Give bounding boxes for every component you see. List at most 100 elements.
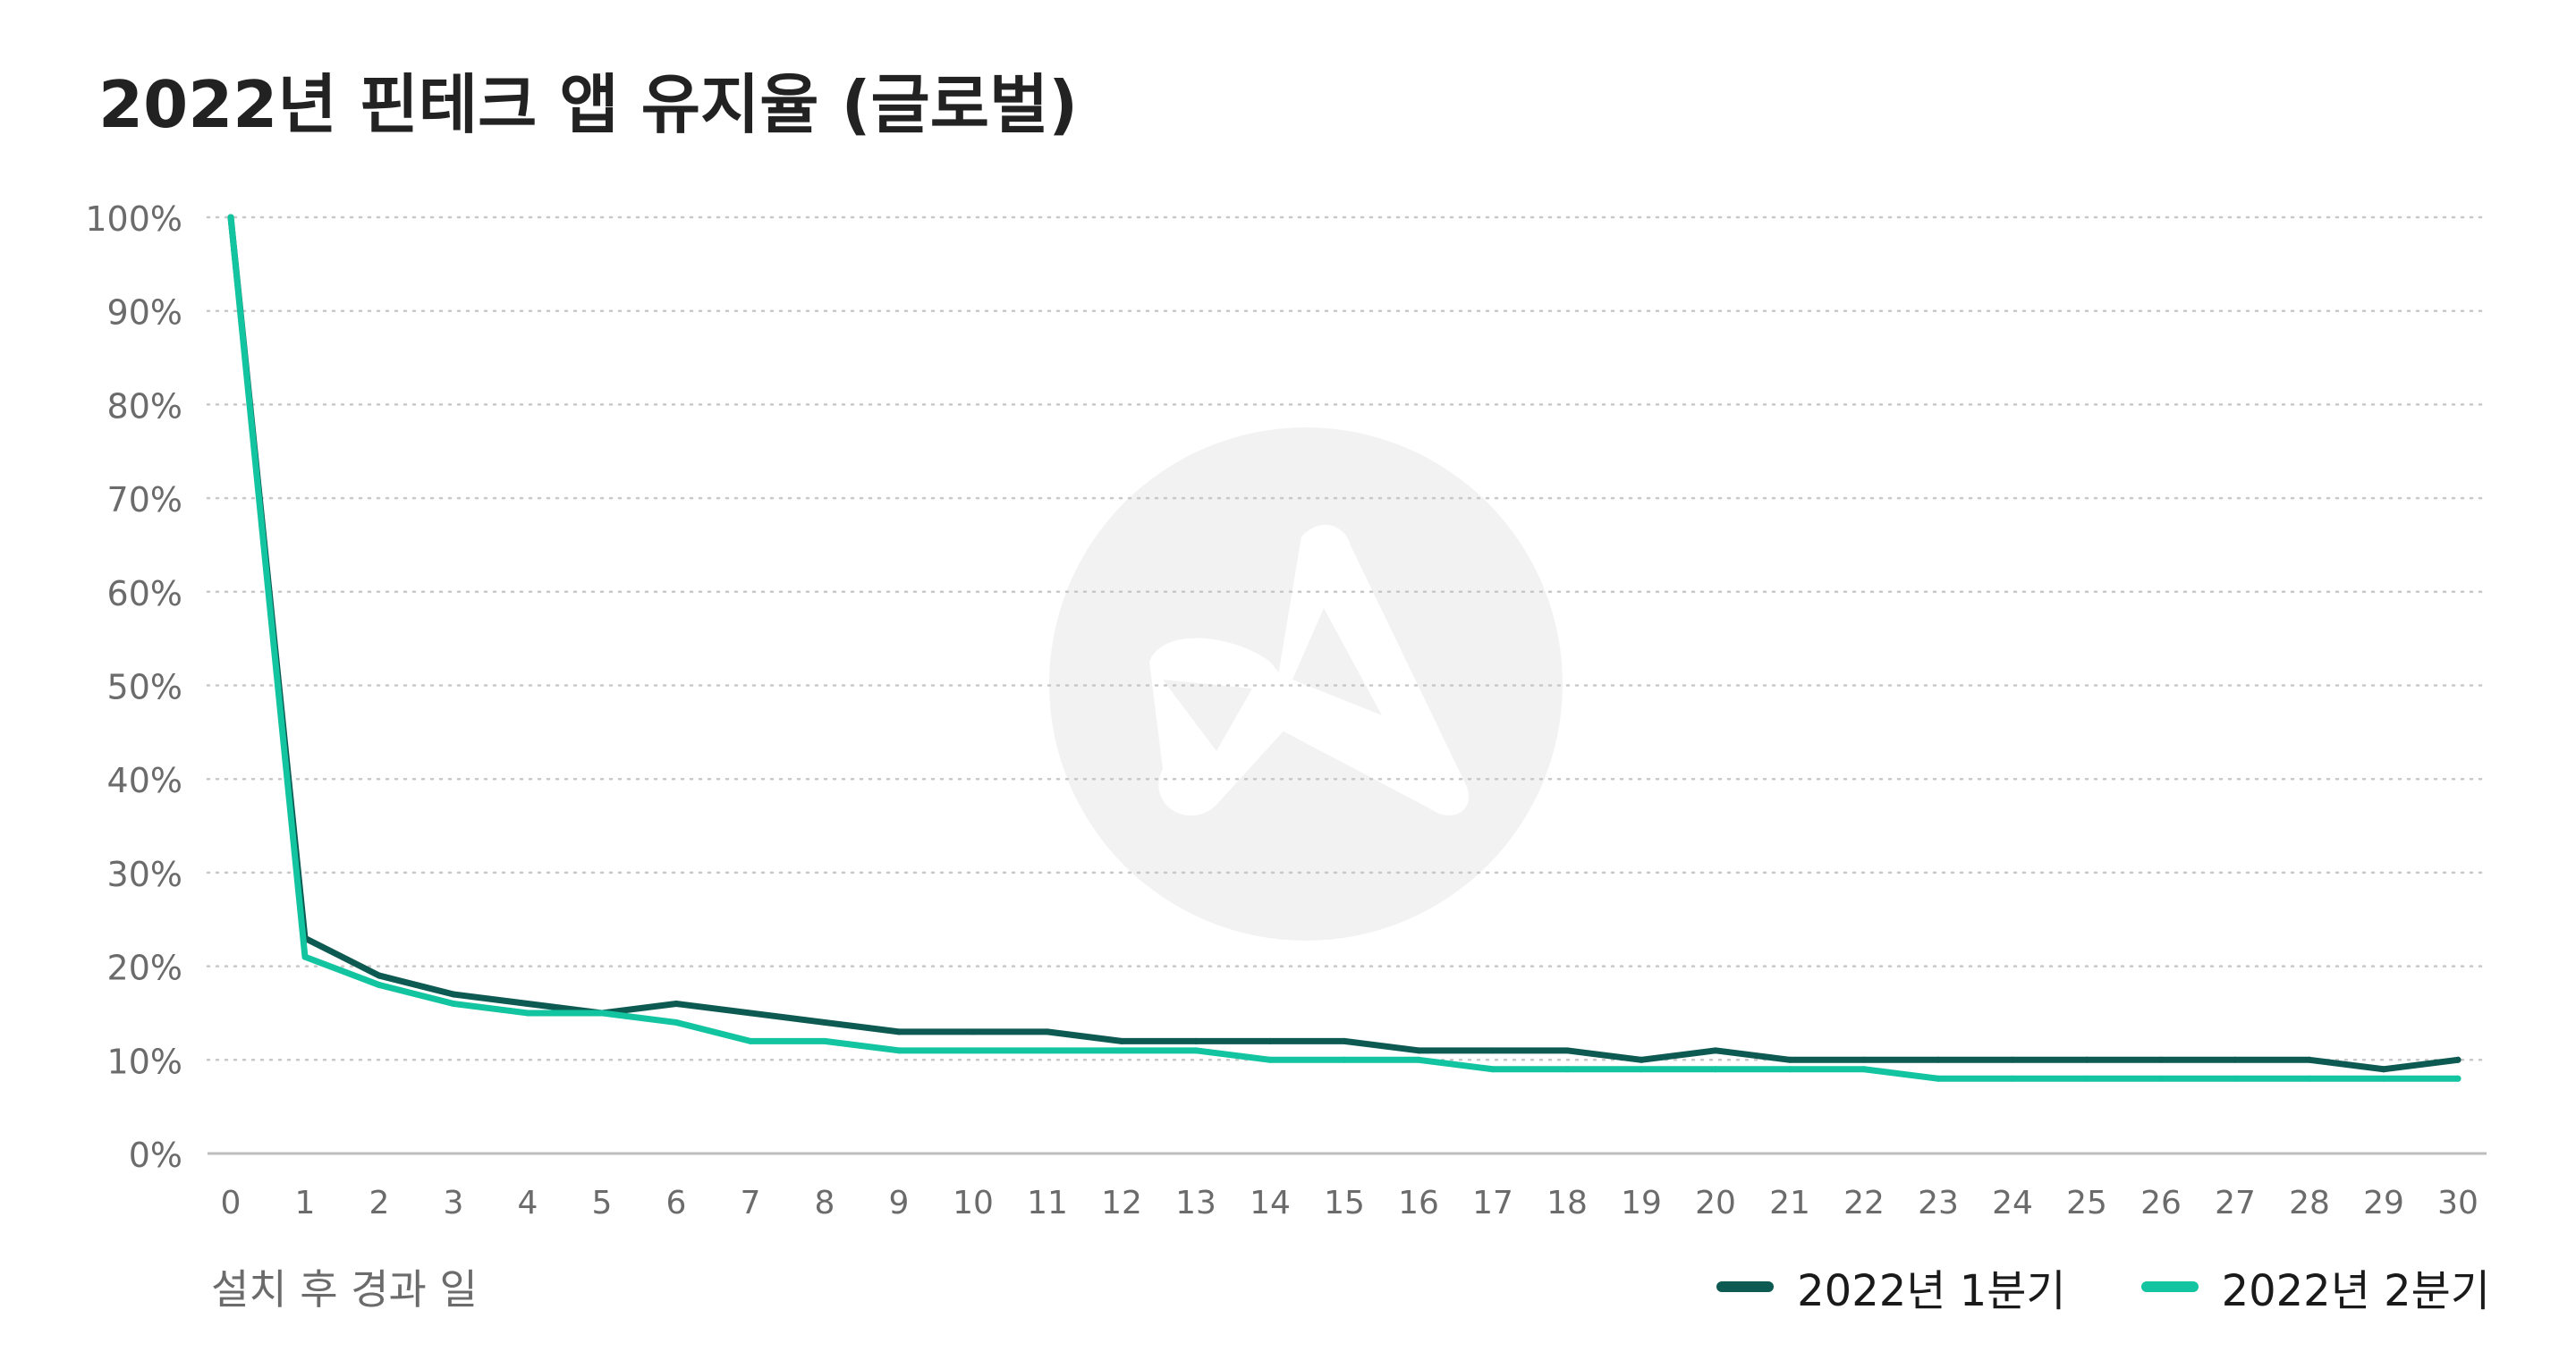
x-tick-label: 10: [953, 1185, 994, 1221]
data-point-series-1: [1786, 1056, 1793, 1063]
data-point-series-2: [2157, 1075, 2165, 1082]
y-tick-label: 30%: [107, 855, 182, 894]
data-point-series-2: [970, 1047, 977, 1054]
data-point-series-2: [598, 1010, 606, 1017]
data-point-series-1: [1712, 1047, 1719, 1054]
x-tick-label: 11: [1027, 1185, 1068, 1221]
y-tick-label: 50%: [107, 668, 182, 707]
data-point-series-2: [673, 1018, 680, 1026]
data-point-series-2: [2454, 1075, 2462, 1082]
data-point-series-1: [1489, 1047, 1496, 1054]
data-point-series-2: [1192, 1047, 1199, 1054]
y-tick-label: 70%: [107, 480, 182, 520]
y-axis-ticks: 0% 10% 20% 30% 40% 50% 60% 70% 80% 90% 100%: [85, 199, 182, 1175]
data-point-series-2: [895, 1047, 902, 1054]
data-point-series-1: [2454, 1056, 2462, 1063]
data-point-series-1: [895, 1028, 902, 1035]
appsflyer-logo-icon: [1049, 427, 1563, 941]
y-tick-label: 60%: [107, 574, 182, 613]
data-point-series-1: [2157, 1056, 2165, 1063]
x-tick-label: 17: [1472, 1185, 1513, 1221]
data-point-series-2: [301, 953, 309, 960]
data-point-series-1: [1341, 1037, 1348, 1044]
data-point-series-1: [1638, 1056, 1645, 1063]
x-tick-label: 22: [1843, 1185, 1885, 1221]
x-tick-label: 18: [1546, 1185, 1588, 1221]
data-point-series-2: [2380, 1075, 2387, 1082]
data-point-series-1: [1267, 1037, 1274, 1044]
x-tick-label: 3: [444, 1185, 464, 1221]
x-tick-label: 20: [1695, 1185, 1736, 1221]
data-point-series-2: [2009, 1075, 2016, 1082]
x-tick-label: 4: [518, 1185, 538, 1221]
x-tick-label: 0: [221, 1185, 242, 1221]
data-point-series-2: [1638, 1066, 1645, 1073]
data-point-series-1: [2083, 1056, 2090, 1063]
x-tick-label: 12: [1101, 1185, 1142, 1221]
data-point-series-1: [1192, 1037, 1199, 1044]
data-point-series-1: [2380, 1066, 2387, 1073]
data-point-series-2: [2232, 1075, 2239, 1082]
x-tick-label: 1: [295, 1185, 316, 1221]
x-axis-ticks: 0 1 2 3 4 5 6 7 8 9 10 11 12 13 14 15 16 17 18 19 20 21 22 23 24…: [221, 1185, 2479, 1221]
x-tick-label: 29: [2363, 1185, 2404, 1221]
legend-label-q2: 2022년 2분기: [2221, 1266, 2490, 1316]
legend-swatch-q1: [1716, 1281, 1775, 1292]
data-point-series-2: [1712, 1066, 1719, 1073]
series-lines: [227, 214, 2462, 1082]
data-point-series-2: [1267, 1056, 1274, 1063]
x-tick-label: 5: [592, 1185, 613, 1221]
legend-swatch-q2: [2140, 1281, 2199, 1292]
data-point-series-2: [2306, 1075, 2313, 1082]
data-point-series-2: [1860, 1066, 1868, 1073]
data-point-series-2: [2083, 1075, 2090, 1082]
y-tick-label: 100%: [85, 199, 182, 239]
y-tick-label: 40%: [107, 761, 182, 800]
legend-item-q1: 2022년 1분기: [1716, 1255, 2066, 1318]
legend-item-q2: 2022년 2분기: [2140, 1255, 2490, 1318]
data-point-series-2: [227, 214, 234, 221]
x-tick-label: 8: [815, 1185, 835, 1221]
y-tick-label: 20%: [107, 949, 182, 988]
data-point-series-2: [1118, 1047, 1125, 1054]
data-point-series-1: [1935, 1056, 1942, 1063]
data-point-series-2: [1415, 1056, 1422, 1063]
data-point-series-1: [2009, 1056, 2016, 1063]
x-tick-label: 13: [1175, 1185, 1216, 1221]
y-tick-label: 90%: [107, 293, 182, 333]
y-tick-label: 80%: [107, 386, 182, 426]
x-axis-title: 설치 후 경과 일: [211, 1265, 478, 1314]
data-point-series-1: [1118, 1037, 1125, 1044]
data-point-series-1: [2306, 1056, 2313, 1063]
data-point-series-2: [1044, 1047, 1051, 1054]
data-point-series-2: [1489, 1066, 1496, 1073]
data-point-series-1: [1860, 1056, 1868, 1063]
x-tick-label: 15: [1324, 1185, 1365, 1221]
data-point-series-1: [2232, 1056, 2239, 1063]
x-tick-label: 14: [1250, 1185, 1291, 1221]
data-point-series-1: [450, 991, 457, 998]
x-tick-label: 2: [369, 1185, 390, 1221]
data-point-series-2: [1786, 1066, 1793, 1073]
data-point-series-1: [821, 1018, 828, 1026]
legend: 2022년 1분기 2022년 2분기: [1716, 1255, 2490, 1318]
data-point-series-1: [1044, 1028, 1051, 1035]
x-tick-label: 16: [1398, 1185, 1439, 1221]
x-tick-label: 19: [1621, 1185, 1662, 1221]
data-point-series-2: [450, 1000, 457, 1007]
x-tick-label: 25: [2066, 1185, 2107, 1221]
y-tick-label: 0%: [129, 1136, 182, 1175]
x-tick-label: 24: [1992, 1185, 2033, 1221]
x-tick-label: 26: [2140, 1185, 2182, 1221]
x-tick-label: 27: [2215, 1185, 2256, 1221]
x-tick-label: 23: [1918, 1185, 1959, 1221]
x-tick-label: 30: [2437, 1185, 2479, 1221]
data-point-series-2: [747, 1037, 754, 1044]
x-tick-label: 28: [2289, 1185, 2330, 1221]
data-point-series-2: [1935, 1075, 1942, 1082]
x-tick-label: 6: [666, 1185, 687, 1221]
data-point-series-1: [376, 972, 383, 979]
x-tick-label: 9: [889, 1185, 910, 1221]
data-point-series-1: [1563, 1047, 1571, 1054]
